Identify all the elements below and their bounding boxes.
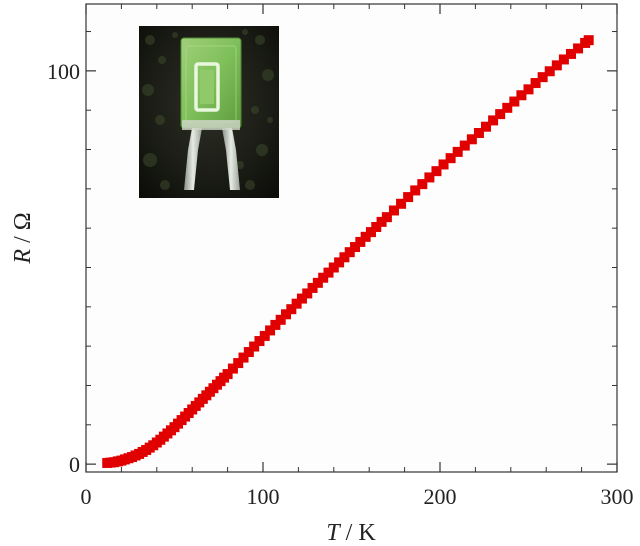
data-point (381, 212, 392, 223)
data-point (530, 78, 541, 89)
data-point (222, 369, 233, 380)
x-tick-label: 100 (247, 484, 280, 509)
data-point (350, 242, 361, 253)
data-point (544, 66, 555, 77)
data-point (438, 159, 449, 170)
data-point (254, 336, 265, 347)
data-point (452, 146, 463, 157)
data-point (243, 347, 254, 358)
y-axis-unit: / Ω (10, 212, 36, 249)
data-point (488, 115, 499, 126)
data-point (502, 102, 513, 113)
data-point (565, 48, 576, 59)
data-point (551, 60, 562, 71)
data-point (583, 35, 594, 46)
data-point (339, 252, 350, 263)
x-tick-label: 200 (424, 484, 457, 509)
data-point (249, 341, 260, 352)
x-axis-unit: / K (340, 520, 377, 546)
data-point (424, 172, 435, 183)
y-tick-labels: 0 100 (47, 59, 80, 477)
data-point (259, 330, 270, 341)
data-point (355, 236, 366, 247)
data-point (558, 54, 569, 65)
data-point (509, 96, 520, 107)
data-point (516, 90, 527, 101)
data-point (459, 140, 470, 151)
major-ticks (85, 4, 618, 472)
data-point (312, 277, 323, 288)
data-point (265, 325, 276, 336)
data-point (573, 43, 584, 54)
data-point (233, 358, 244, 369)
data-point (270, 319, 281, 330)
data-point (360, 231, 371, 242)
x-tick-label: 300 (601, 484, 634, 509)
data-point (227, 363, 238, 374)
data-point (296, 293, 307, 304)
y-axis-label: R / Ω (10, 212, 36, 264)
data-point (445, 153, 456, 164)
data-point (495, 109, 506, 120)
y-tick-label: 100 (47, 59, 80, 84)
data-point (365, 227, 376, 238)
data-point (431, 166, 442, 177)
x-tick-labels: 0 100 200 300 (81, 484, 634, 509)
data-point (537, 72, 548, 83)
x-axis-variable: T (326, 520, 341, 546)
data-point (388, 205, 399, 216)
minor-ticks (86, 4, 617, 472)
data-point (307, 282, 318, 293)
data-point (275, 314, 286, 325)
inset-sensor-photo (139, 26, 279, 198)
x-tick-label: 0 (81, 484, 92, 509)
y-axis-variable: R (10, 249, 36, 265)
data-point (473, 127, 484, 138)
data-point (291, 298, 302, 309)
data-point (403, 192, 414, 203)
data-point (334, 257, 345, 268)
data-point (323, 267, 334, 278)
data-point (286, 304, 297, 315)
data-point (481, 121, 492, 132)
data-point (318, 272, 329, 283)
y-tick-label: 0 (69, 452, 80, 477)
x-axis-label: T / K (326, 520, 376, 546)
data-point (328, 262, 339, 273)
data-point (371, 221, 382, 232)
data-points (102, 35, 594, 468)
data-point (238, 352, 249, 363)
data-point (417, 179, 428, 190)
data-point (376, 216, 387, 227)
data-point (344, 247, 355, 258)
data-point (410, 185, 421, 196)
data-point (302, 288, 313, 299)
data-point (281, 309, 292, 320)
data-point (396, 198, 407, 209)
data-point (466, 134, 477, 145)
data-point (523, 84, 534, 95)
